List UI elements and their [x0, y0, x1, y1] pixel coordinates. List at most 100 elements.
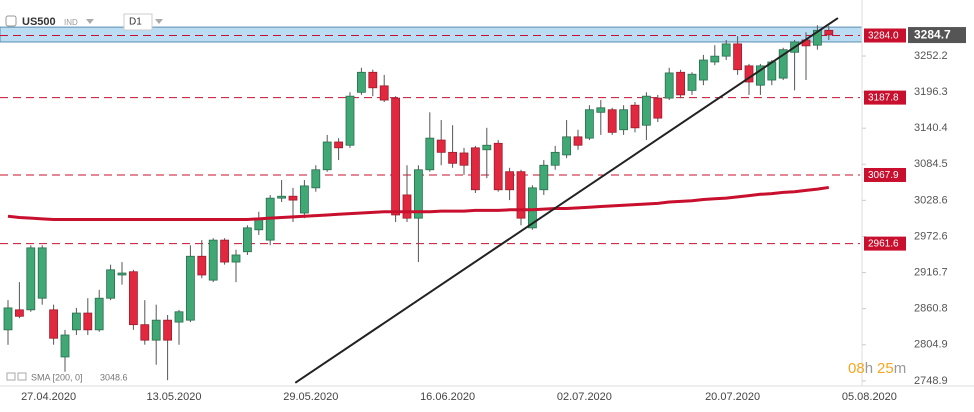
candle-body	[288, 195, 298, 201]
candle-body	[778, 49, 788, 79]
level-label-box	[864, 236, 906, 251]
candle-body	[379, 85, 389, 101]
x-tick-label: 27.04.2020	[21, 391, 76, 403]
candle-body	[710, 55, 720, 63]
candle-body	[334, 141, 344, 149]
level-label: 3187.8	[868, 93, 899, 104]
candle-body	[391, 97, 401, 216]
candle-body	[322, 141, 332, 171]
level-label: 3284.0	[868, 31, 899, 42]
timeframe: D1	[129, 17, 142, 28]
y-tick-label: 2748.9	[914, 375, 948, 387]
candle-body	[596, 107, 606, 113]
plot-area	[0, 17, 863, 384]
icon	[5, 15, 17, 27]
candle-body	[117, 272, 127, 276]
dropdown-arrow[interactable]	[86, 19, 94, 24]
candle-body	[60, 334, 70, 358]
candle-body	[585, 109, 594, 139]
x-tick-label: 29.05.2020	[283, 391, 338, 403]
candle-body	[37, 247, 47, 299]
level-label-box	[864, 167, 906, 182]
candle-body	[3, 307, 13, 331]
y-tick-label: 3140.4	[914, 122, 948, 134]
candle-body	[356, 71, 366, 93]
candle-body	[550, 151, 560, 166]
instrument-type: IND	[64, 18, 78, 27]
candle-body	[231, 254, 241, 263]
y-tick-label: 2860.8	[914, 303, 948, 315]
candle-body	[653, 97, 663, 119]
candle-body	[630, 104, 640, 129]
x-tick-label: 20.07.2020	[705, 391, 760, 403]
level-label: 2961.6	[868, 239, 899, 250]
candle-body	[128, 271, 138, 326]
countdown: 08h 25m	[848, 360, 906, 377]
level-label-box	[864, 90, 906, 105]
level-label: 3067.9	[868, 170, 899, 181]
candle-body	[744, 65, 754, 83]
timeframe-box[interactable]	[123, 13, 153, 31]
candle-body	[642, 95, 651, 126]
candle-body	[721, 43, 731, 57]
candle-body	[174, 311, 184, 323]
y-tick-label: 3252.2	[914, 50, 948, 62]
candle-body	[470, 147, 480, 191]
candle-body	[208, 239, 218, 281]
candle-body	[140, 324, 150, 341]
instrument: US500	[22, 16, 56, 28]
x-tick-label: 13.05.2020	[146, 391, 201, 403]
candle-body	[664, 72, 674, 99]
candle-body	[163, 319, 173, 341]
icon	[6, 372, 16, 381]
dropdown-arrow[interactable]	[155, 19, 163, 24]
candle-body	[345, 95, 355, 146]
countdown-hours: 08	[848, 360, 865, 377]
candle-body	[676, 71, 685, 96]
candle-body	[72, 312, 81, 331]
y-tick-label: 3028.6	[914, 194, 948, 206]
candle-body	[436, 139, 446, 153]
candle-body	[619, 109, 628, 131]
candle-body	[505, 171, 515, 191]
sma-label: SMA [200, 0]	[31, 372, 83, 382]
candle-body	[402, 194, 412, 219]
candle-body	[311, 169, 321, 189]
candle-body	[756, 65, 765, 86]
trendline	[294, 17, 839, 384]
y-tick-label: 3084.5	[914, 158, 948, 170]
current-price: 3284.7	[914, 28, 951, 42]
candle-body	[562, 136, 571, 156]
candle-body	[482, 144, 492, 151]
header: US500 IND D1	[5, 13, 163, 31]
candle-body	[242, 227, 252, 253]
candle-body	[83, 312, 93, 331]
candle-body	[185, 255, 195, 321]
y-tick-label: 2916.7	[914, 266, 948, 278]
candle-body	[573, 136, 583, 146]
candle-body	[528, 187, 537, 229]
candle-body	[425, 137, 435, 171]
candle-body	[220, 239, 230, 263]
x-tick-label: 05.08.2020	[842, 391, 897, 403]
candle-body	[197, 255, 207, 276]
candle-body	[448, 151, 458, 164]
candle-body	[299, 185, 309, 214]
countdown-minutes: 25	[877, 360, 894, 377]
candle-body	[699, 59, 708, 81]
candle-body	[277, 195, 287, 199]
candle-body	[733, 43, 742, 71]
candle-body	[459, 152, 469, 166]
candle-body	[813, 29, 822, 46]
candle-body	[368, 71, 378, 89]
sma-line	[7, 185, 830, 221]
indicator-legend: SMA [200, 0] 3048.6	[6, 372, 128, 382]
candle-body	[49, 309, 58, 339]
candle-body	[687, 73, 697, 91]
y-tick-label: 2972.6	[914, 230, 948, 242]
icon	[17, 372, 27, 381]
candle-body	[516, 171, 526, 219]
countdown-unit: m	[894, 360, 907, 377]
